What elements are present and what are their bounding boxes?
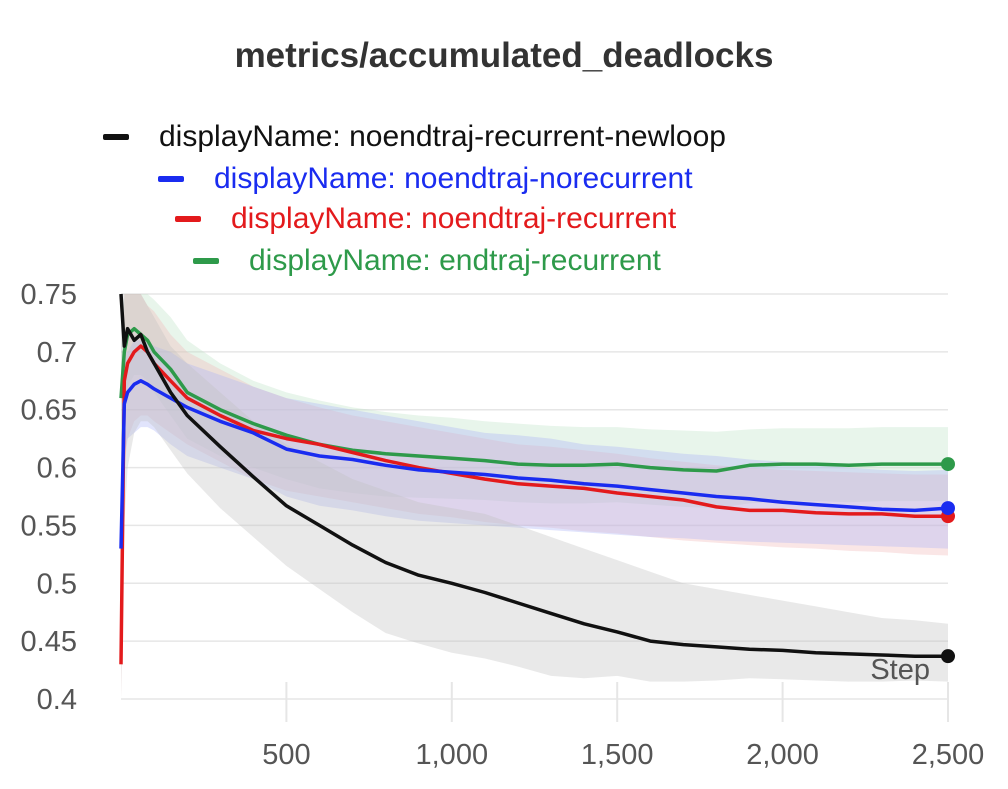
legend-swatch-recurrent bbox=[175, 216, 201, 222]
legend-item-endtraj[interactable]: displayName: endtraj-recurrent bbox=[193, 244, 661, 278]
series-line bbox=[119, 293, 948, 658]
legend-item-recurrent[interactable]: displayName: noendtraj-recurrent bbox=[175, 202, 676, 236]
y-tick-label: 0.55 bbox=[21, 510, 77, 542]
series-end-point bbox=[941, 501, 955, 516]
legend-label-endtraj: displayName: endtraj-recurrent bbox=[249, 244, 661, 277]
confidence-band bbox=[121, 294, 948, 699]
y-tick-label: 0.75 bbox=[21, 279, 77, 311]
band-layer bbox=[121, 294, 948, 699]
grid-layer bbox=[121, 293, 949, 722]
x-tick-label: 2,000 bbox=[746, 739, 819, 771]
tick-layer: 0.4 0.45 0.5 0.55 0.6 0.65 0.7 0.75 500 1,000 1,50… bbox=[21, 279, 985, 771]
x-tick-label: 1,500 bbox=[581, 739, 654, 771]
series-line bbox=[119, 379, 949, 549]
legend-swatch-norecurrent bbox=[158, 176, 184, 182]
legend-swatch-newloop bbox=[103, 134, 129, 140]
confidence-band bbox=[121, 294, 948, 699]
y-tick-label: 0.7 bbox=[37, 337, 77, 369]
legend-item-norecurrent[interactable]: displayName: noendtraj-norecurrent bbox=[158, 162, 693, 196]
x-tick-label: 500 bbox=[262, 739, 310, 771]
series-end-point bbox=[941, 457, 955, 472]
y-tick-label: 0.4 bbox=[37, 684, 77, 716]
y-tick-label: 0.45 bbox=[21, 626, 77, 658]
series-end-point bbox=[941, 649, 955, 664]
legend-swatch-endtraj bbox=[193, 258, 219, 264]
y-tick-label: 0.6 bbox=[37, 453, 77, 485]
x-axis-label: Step bbox=[870, 654, 930, 686]
y-tick-label: 0.5 bbox=[37, 568, 77, 600]
chart-title: metrics/accumulated_deadlocks bbox=[234, 36, 774, 75]
legend-label-recurrent: displayName: noendtraj-recurrent bbox=[231, 202, 677, 235]
line-layer bbox=[119, 293, 955, 665]
x-tick-label: 1,000 bbox=[416, 739, 489, 771]
y-tick-label: 0.65 bbox=[21, 395, 77, 427]
legend-label-newloop: displayName: noendtraj-recurrent-newloop bbox=[159, 120, 726, 153]
series-line bbox=[119, 326, 948, 473]
confidence-band bbox=[121, 294, 948, 509]
legend-item-newloop[interactable]: displayName: noendtraj-recurrent-newloop bbox=[103, 120, 726, 154]
x-tick-label: 2,500 bbox=[912, 739, 985, 771]
legend-label-norecurrent: displayName: noendtraj-norecurrent bbox=[214, 162, 693, 195]
